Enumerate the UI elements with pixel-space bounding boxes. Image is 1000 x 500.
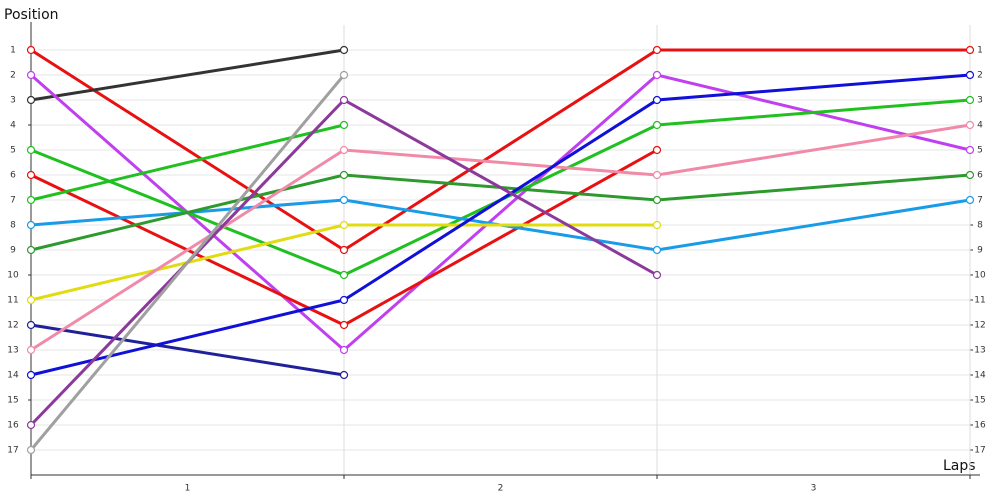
series-line	[30, 48, 345, 102]
point-marker	[339, 245, 349, 255]
point-marker	[26, 95, 36, 105]
y-tick-label: 14	[7, 371, 19, 381]
point-marker	[652, 95, 662, 105]
y-tick-label: 13	[974, 346, 985, 356]
y-tick-label: 17	[974, 446, 985, 456]
point-marker	[652, 270, 662, 280]
x-tick-label: 2	[498, 484, 504, 494]
x-tick-label: 1	[185, 484, 191, 494]
point-marker	[339, 270, 349, 280]
y-tick-label: 16	[974, 421, 986, 431]
point-marker	[339, 295, 349, 305]
point-marker	[339, 45, 349, 55]
y-tick-label: 3	[10, 96, 16, 106]
point-marker	[339, 370, 349, 380]
point-marker	[26, 245, 36, 255]
point-marker	[26, 220, 36, 230]
point-marker	[26, 70, 36, 80]
y-tick-label: 11	[7, 296, 18, 306]
point-marker	[26, 195, 36, 205]
point-marker	[26, 345, 36, 355]
x-axis-label: Laps	[943, 458, 976, 474]
series-line	[30, 123, 345, 202]
point-marker	[26, 445, 36, 455]
point-marker	[652, 45, 662, 55]
y-tick-label: 1	[977, 46, 983, 56]
y-tick-label: 7	[977, 196, 983, 206]
point-marker	[652, 220, 662, 230]
series-line	[30, 123, 971, 352]
point-marker	[339, 170, 349, 180]
y-tick-label: 13	[7, 346, 18, 356]
point-marker	[965, 145, 975, 155]
y-axis-label: Position	[4, 7, 59, 23]
series-line	[30, 323, 345, 377]
y-tick-label: 4	[10, 121, 16, 131]
point-marker	[26, 295, 36, 305]
point-marker	[339, 195, 349, 205]
y-tick-label: 1	[10, 46, 16, 56]
y-tick-label: 7	[10, 196, 16, 206]
y-tick-label: 15	[7, 396, 18, 406]
point-marker	[339, 95, 349, 105]
point-marker	[26, 45, 36, 55]
y-tick-label: 6	[10, 171, 16, 181]
point-marker	[965, 195, 975, 205]
point-marker	[965, 70, 975, 80]
series-line	[30, 73, 971, 377]
y-tick-label: 14	[974, 371, 986, 381]
y-tick-label: 12	[974, 321, 985, 331]
y-tick-label: 3	[977, 96, 983, 106]
point-marker	[652, 170, 662, 180]
point-marker	[26, 370, 36, 380]
y-tick-label: 15	[974, 396, 985, 406]
y-tick-label: 5	[10, 146, 16, 156]
y-tick-label: 5	[977, 146, 983, 156]
y-tick-label: 2	[10, 71, 16, 81]
point-marker	[26, 420, 36, 430]
point-marker	[26, 145, 36, 155]
y-tick-label: 10	[974, 271, 986, 281]
point-marker	[339, 345, 349, 355]
y-tick-label: 2	[977, 71, 983, 81]
point-marker	[965, 95, 975, 105]
y-tick-label: 17	[7, 446, 18, 456]
series-line	[30, 48, 970, 252]
y-tick-label: 8	[977, 221, 983, 231]
y-tick-label: 9	[977, 246, 983, 256]
point-marker	[652, 145, 662, 155]
point-marker	[339, 70, 349, 80]
series-line	[29, 74, 346, 451]
y-tick-label: 10	[7, 271, 19, 281]
y-tick-label: 16	[7, 421, 19, 431]
point-marker	[652, 195, 662, 205]
point-marker	[26, 320, 36, 330]
point-marker	[965, 45, 975, 55]
point-marker	[965, 120, 975, 130]
y-tick-label: 9	[10, 246, 16, 256]
point-marker	[339, 145, 349, 155]
x-tick-label: 3	[811, 484, 817, 494]
y-tick-label: 4	[977, 121, 983, 131]
point-marker	[339, 220, 349, 230]
point-marker	[26, 170, 36, 180]
y-tick-label: 12	[7, 321, 18, 331]
point-marker	[652, 120, 662, 130]
point-marker	[339, 320, 349, 330]
point-marker	[965, 170, 975, 180]
y-tick-label: 8	[10, 221, 16, 231]
point-marker	[339, 120, 349, 130]
point-marker	[652, 70, 662, 80]
y-tick-label: 6	[977, 171, 983, 181]
point-marker	[652, 245, 662, 255]
y-tick-label: 11	[974, 296, 985, 306]
